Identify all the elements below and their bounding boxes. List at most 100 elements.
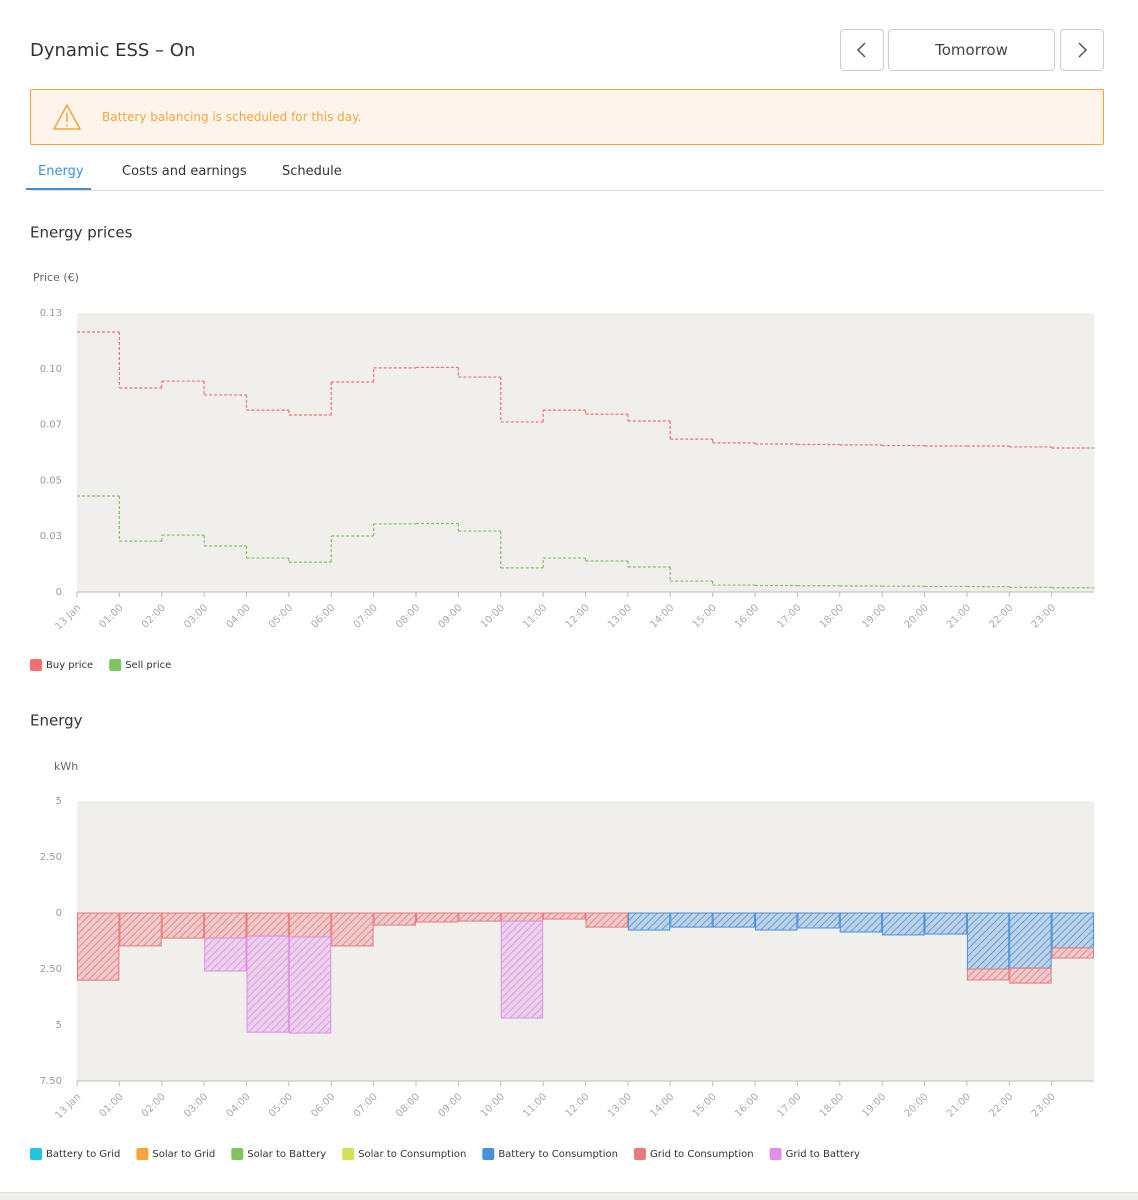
x-tick-label: 01:00 bbox=[97, 1091, 125, 1119]
tab-bar: Energy Costs and earnings Schedule bbox=[26, 155, 1104, 191]
x-tick-label: 17:00 bbox=[775, 602, 803, 630]
energy-bar bbox=[331, 912, 374, 947]
tab-indicator bbox=[26, 188, 91, 190]
y-axis-label: kWh bbox=[54, 760, 78, 773]
x-tick-label: 03:00 bbox=[182, 602, 210, 630]
x-tick-label: 01:00 bbox=[97, 602, 125, 630]
energy-bar bbox=[77, 912, 120, 981]
x-tick-label: 10:00 bbox=[479, 602, 507, 630]
x-tick-label: 14:00 bbox=[648, 602, 676, 630]
legend-swatch bbox=[342, 1148, 355, 1160]
tab[interactable]: Costs and earnings bbox=[122, 164, 247, 179]
x-tick-label: 13:00 bbox=[606, 1091, 634, 1119]
x-tick-label: 16:00 bbox=[733, 602, 761, 630]
x-tick-label: 12:00 bbox=[564, 1091, 592, 1119]
x-tick-label: 20:00 bbox=[903, 602, 931, 630]
chevron-right bbox=[1078, 42, 1088, 58]
legend-swatch bbox=[30, 659, 42, 671]
legend-label: Solar to Battery bbox=[247, 1149, 326, 1160]
page-title: Dynamic ESS – On bbox=[30, 40, 196, 61]
x-tick-label: 07:00 bbox=[352, 1091, 380, 1119]
plot-area bbox=[77, 313, 1094, 592]
x-tick-label: 22:00 bbox=[987, 602, 1015, 630]
y-tick-label: 0.13 bbox=[40, 308, 62, 319]
x-tick-label: 15:00 bbox=[691, 1091, 719, 1119]
x-tick-label: 04:00 bbox=[225, 602, 253, 630]
legend-label: Sell price bbox=[125, 660, 171, 671]
prev-day-button[interactable] bbox=[840, 29, 884, 71]
tab[interactable]: Energy bbox=[38, 164, 84, 179]
legend-label: Battery to Grid bbox=[46, 1149, 120, 1160]
y-tick-label: 0.05 bbox=[40, 475, 62, 486]
x-tick-label: 13:00 bbox=[606, 602, 634, 630]
x-tick-label: 02:00 bbox=[140, 602, 168, 630]
x-tick-label: 18:00 bbox=[818, 1091, 846, 1119]
alert-text: Battery balancing is scheduled for this … bbox=[102, 110, 362, 124]
y-tick-label: 2.50 bbox=[40, 964, 62, 975]
y-tick-label: 0 bbox=[56, 587, 62, 598]
legend-label: Grid to Battery bbox=[786, 1149, 860, 1160]
x-tick-label: 23:00 bbox=[1030, 1091, 1058, 1119]
energy-bar bbox=[161, 912, 205, 939]
legend-swatch bbox=[482, 1148, 495, 1160]
chevron-left bbox=[856, 42, 866, 58]
legend-swatch bbox=[136, 1148, 149, 1160]
legend-swatch bbox=[769, 1148, 782, 1160]
energy-bar bbox=[246, 935, 289, 1033]
energy-bar bbox=[288, 912, 332, 938]
x-tick-label: 21:00 bbox=[945, 1091, 973, 1119]
x-tick-label: 08:00 bbox=[394, 1091, 422, 1119]
legend-label: Solar to Consumption bbox=[358, 1149, 466, 1160]
energy-bar bbox=[1009, 912, 1052, 969]
energy-bar bbox=[1051, 947, 1094, 959]
energy-bar bbox=[839, 912, 883, 933]
energy-bar bbox=[585, 912, 628, 928]
x-tick-label: 04:00 bbox=[225, 1091, 253, 1119]
x-tick-label: 20:00 bbox=[903, 1091, 931, 1119]
next-day-button[interactable] bbox=[1060, 29, 1104, 71]
energy-bar bbox=[500, 912, 544, 922]
energy-bar bbox=[882, 912, 925, 936]
x-tick-label: 13 Jan bbox=[53, 602, 83, 632]
alert: Battery balancing is scheduled for this … bbox=[30, 89, 1104, 145]
tab[interactable]: Schedule bbox=[282, 164, 342, 179]
x-tick-label: 10:00 bbox=[479, 1091, 507, 1119]
x-tick-label: 22:00 bbox=[987, 1091, 1015, 1119]
energy-bar bbox=[966, 968, 1010, 981]
legend-label: Grid to Consumption bbox=[650, 1149, 754, 1160]
energy-bar bbox=[204, 937, 247, 972]
legend-label: Buy price bbox=[46, 660, 93, 671]
x-tick-label: 17:00 bbox=[775, 1091, 803, 1119]
x-tick-label: 02:00 bbox=[140, 1091, 168, 1119]
energy-bar bbox=[670, 912, 713, 928]
energy-bar bbox=[500, 920, 544, 1019]
energy-bar bbox=[924, 912, 967, 935]
y-axis-label: Price (€) bbox=[33, 271, 79, 284]
x-tick-label: 11:00 bbox=[521, 602, 549, 630]
legend-swatch bbox=[30, 1148, 42, 1160]
legend-label: Solar to Grid bbox=[152, 1149, 215, 1160]
day-selector[interactable]: Tomorrow bbox=[888, 29, 1055, 71]
x-tick-label: 16:00 bbox=[733, 1091, 761, 1119]
energy-bar bbox=[288, 936, 332, 1034]
energy-bar bbox=[797, 912, 840, 929]
y-tick-label: 0 bbox=[56, 908, 62, 919]
x-tick-label: 09:00 bbox=[436, 1091, 464, 1119]
energy-bar bbox=[712, 912, 755, 928]
x-tick-label: 06:00 bbox=[309, 602, 337, 630]
chart-title: Energy bbox=[30, 712, 83, 730]
x-tick-label: 21:00 bbox=[945, 602, 973, 630]
x-tick-label: 05:00 bbox=[267, 602, 295, 630]
y-tick-label: 0.03 bbox=[40, 531, 62, 542]
x-tick-label: 12:00 bbox=[564, 602, 592, 630]
x-tick-label: 11:00 bbox=[521, 1091, 549, 1119]
x-tick-label: 03:00 bbox=[182, 1091, 210, 1119]
x-tick-label: 09:00 bbox=[436, 602, 464, 630]
energy-bar bbox=[627, 912, 671, 931]
x-tick-label: 13 Jan bbox=[53, 1091, 83, 1121]
x-tick-label: 19:00 bbox=[860, 1091, 888, 1119]
energy-bar bbox=[1009, 967, 1052, 984]
legend-swatch bbox=[633, 1148, 646, 1160]
energy-bar bbox=[1051, 912, 1094, 949]
